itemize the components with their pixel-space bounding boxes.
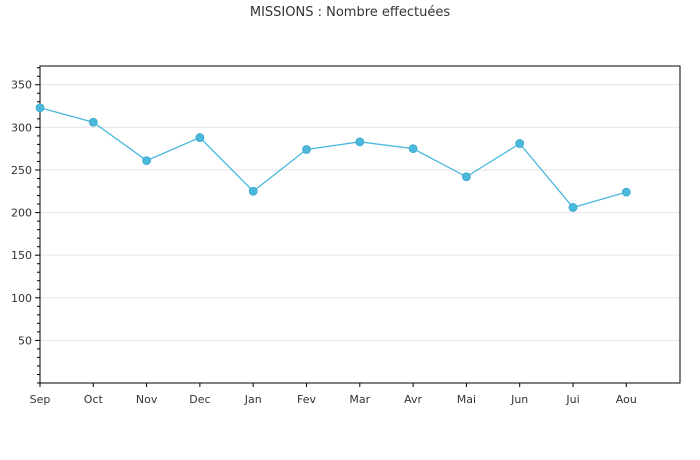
x-tick-label: Aou	[616, 393, 637, 406]
data-point[interactable]	[568, 203, 578, 212]
data-point[interactable]	[355, 137, 365, 147]
x-tick-label: Nov	[136, 393, 158, 406]
x-tick-label: Jun	[510, 393, 528, 406]
data-point[interactable]	[408, 144, 418, 154]
x-tick-label: Mai	[457, 393, 476, 406]
data-point[interactable]	[35, 103, 45, 113]
y-tick-label: 350	[11, 79, 32, 92]
y-tick-label: 150	[11, 249, 32, 262]
data-point[interactable]	[195, 133, 205, 142]
data-point[interactable]	[88, 117, 98, 127]
data-point[interactable]	[302, 145, 311, 154]
data-point[interactable]	[248, 186, 258, 196]
chart-title: MISSIONS : Nombre effectuées	[249, 5, 451, 20]
plot-area	[39, 65, 681, 384]
data-point[interactable]	[142, 156, 152, 165]
y-tick-label: 300	[11, 121, 32, 134]
y-tick-label: 100	[11, 292, 32, 305]
y-tick-label: 50	[18, 334, 32, 347]
x-tick-label: Oct	[84, 393, 104, 406]
data-point[interactable]	[515, 139, 525, 148]
data-point[interactable]	[461, 172, 471, 182]
x-tick-label: Sep	[30, 393, 51, 406]
x-tick-label: Fev	[297, 393, 316, 406]
y-tick-label: 200	[11, 207, 32, 220]
series-line	[39, 107, 627, 209]
data-point[interactable]	[621, 187, 631, 197]
y-tick-label: 250	[11, 164, 32, 177]
x-tick-label: Avr	[404, 393, 422, 406]
x-tick-label: Jan	[244, 393, 262, 406]
x-tick-label: Jui	[565, 393, 579, 406]
x-tick-label: Mar	[349, 393, 370, 406]
x-tick-label: Dec	[189, 393, 210, 406]
